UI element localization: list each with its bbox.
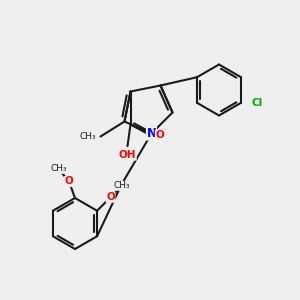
Text: O: O <box>64 176 74 187</box>
Text: N: N <box>146 127 157 140</box>
Text: OH: OH <box>119 150 136 160</box>
Text: CH₃: CH₃ <box>114 181 130 190</box>
Text: O: O <box>155 130 164 140</box>
Text: CH₃: CH₃ <box>50 164 67 173</box>
Text: O: O <box>106 192 115 202</box>
Text: Cl: Cl <box>252 98 263 108</box>
Text: CH₃: CH₃ <box>80 132 96 141</box>
